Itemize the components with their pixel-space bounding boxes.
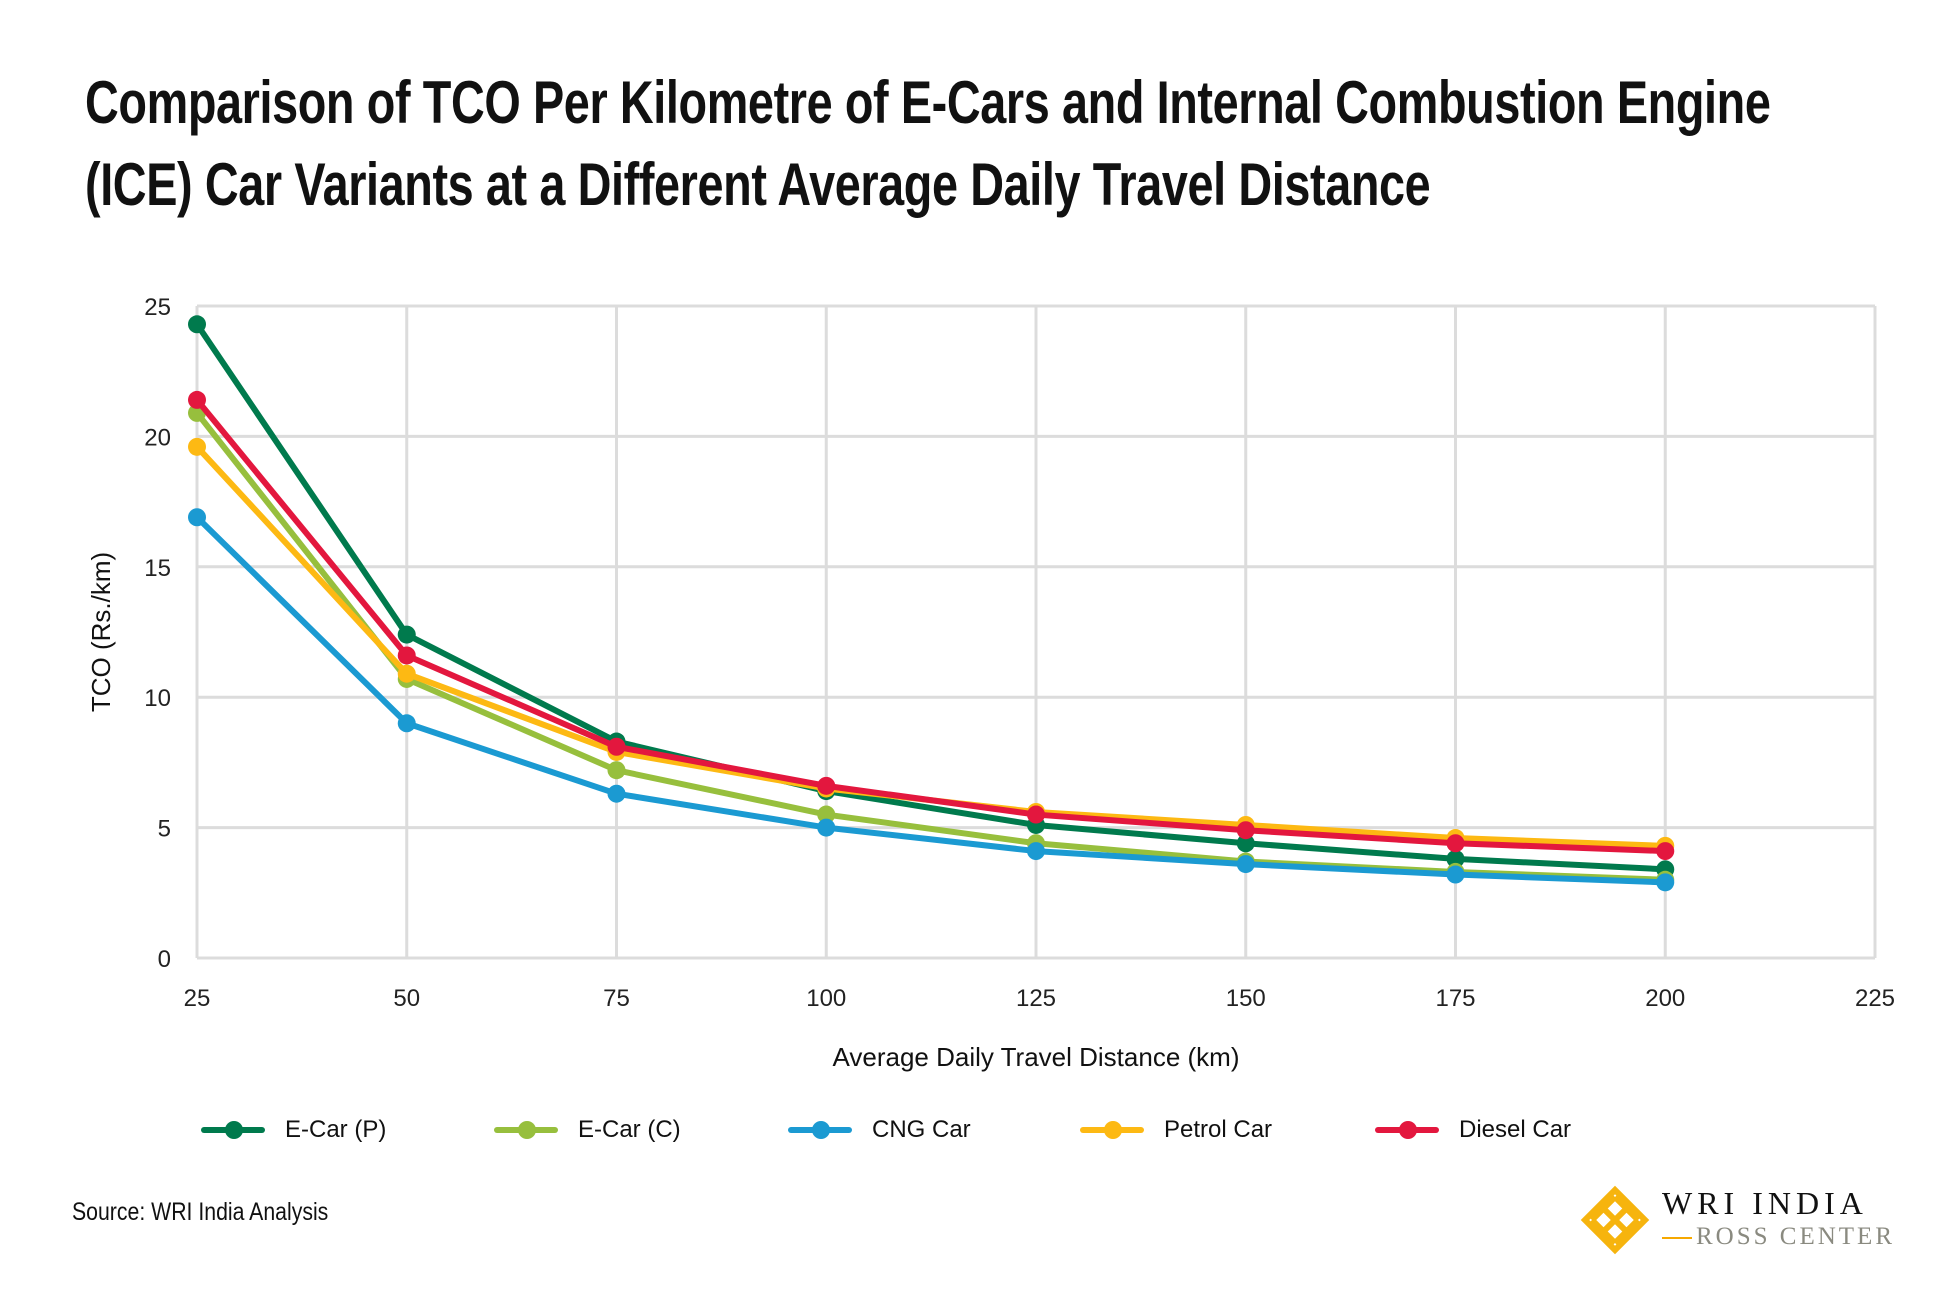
data-point xyxy=(817,776,836,795)
y-tick-label: 10 xyxy=(144,685,171,712)
legend-swatch xyxy=(494,1121,558,1139)
data-point xyxy=(1656,873,1675,892)
logo-line1: WRI INDIA xyxy=(1662,1185,1868,1221)
x-tick-label: 225 xyxy=(1855,985,1895,1012)
legend-item: CNG Car xyxy=(788,1116,971,1144)
data-point xyxy=(397,646,416,665)
y-axis-title: TCO (Rs./km) xyxy=(86,552,116,712)
data-point xyxy=(1446,834,1465,853)
x-tick-label: 175 xyxy=(1435,985,1475,1012)
x-tick-label: 125 xyxy=(1016,985,1056,1012)
data-point xyxy=(1446,865,1465,884)
data-point xyxy=(607,737,626,756)
data-point xyxy=(817,818,836,837)
series-line xyxy=(194,515,1666,886)
x-tick-label: 75 xyxy=(603,985,630,1012)
legend-item: E-Car (P) xyxy=(201,1116,386,1144)
data-point xyxy=(1236,821,1255,840)
data-point xyxy=(397,625,416,644)
legend-swatch xyxy=(201,1121,265,1139)
data-point xyxy=(188,437,206,456)
chart-title: Comparison of TCO Per Kilometre of E-Car… xyxy=(85,69,1771,218)
data-point xyxy=(1236,855,1255,874)
series-line xyxy=(194,444,1666,849)
x-tick-label: 25 xyxy=(184,985,211,1012)
legend-label: Petrol Car xyxy=(1164,1116,1273,1143)
data-point xyxy=(607,784,626,803)
legend-swatch xyxy=(1080,1121,1144,1139)
data-point xyxy=(397,664,416,683)
logo-line2-text: ROSS CENTER xyxy=(1696,1223,1896,1250)
legend-label: E-Car (C) xyxy=(578,1116,681,1143)
legend-item: Diesel Car xyxy=(1375,1116,1571,1144)
data-point xyxy=(188,390,206,409)
data-point xyxy=(1656,842,1675,861)
series-line xyxy=(194,322,1666,873)
wri-india-logo: WRI INDIA ROSS CENTER xyxy=(1580,1185,1900,1255)
data-point xyxy=(1027,842,1045,861)
data-point xyxy=(188,315,206,334)
legend-item: Petrol Car xyxy=(1080,1116,1272,1144)
x-tick-label: 150 xyxy=(1226,985,1266,1012)
legend-swatch xyxy=(1375,1121,1439,1139)
data-point xyxy=(817,805,836,824)
x-axis-title: Average Daily Travel Distance (km) xyxy=(833,1042,1240,1072)
legend-label: E-Car (P) xyxy=(285,1116,387,1143)
x-tick-label: 50 xyxy=(393,985,420,1012)
legend-label: CNG Car xyxy=(872,1116,971,1143)
knot-logo-icon xyxy=(1580,1185,1650,1255)
y-tick-label: 5 xyxy=(158,816,171,843)
y-tick-label: 0 xyxy=(158,946,171,973)
data-point xyxy=(1236,834,1255,853)
x-tick-label: 100 xyxy=(806,985,846,1012)
legend-label: Diesel Car xyxy=(1459,1116,1572,1143)
legend: E-Car (P) E-Car (C) CNG Car Petrol Car Diese… xyxy=(0,1116,1960,1152)
source-note: Source: WRI India Analysis xyxy=(72,1198,329,1226)
legend-item: E-Car (C) xyxy=(494,1116,681,1144)
series-line xyxy=(194,397,1666,855)
data-point xyxy=(607,761,626,780)
y-tick-label: 25 xyxy=(144,294,171,321)
logo-line2: ROSS CENTER xyxy=(1662,1223,1895,1251)
data-point xyxy=(1027,805,1045,824)
data-point xyxy=(1446,849,1465,868)
y-tick-label: 20 xyxy=(144,424,171,451)
data-point xyxy=(188,508,206,527)
y-tick-label: 15 xyxy=(144,555,171,582)
data-point xyxy=(397,714,416,733)
x-tick-label: 200 xyxy=(1645,985,1685,1012)
legend-swatch xyxy=(788,1121,852,1139)
